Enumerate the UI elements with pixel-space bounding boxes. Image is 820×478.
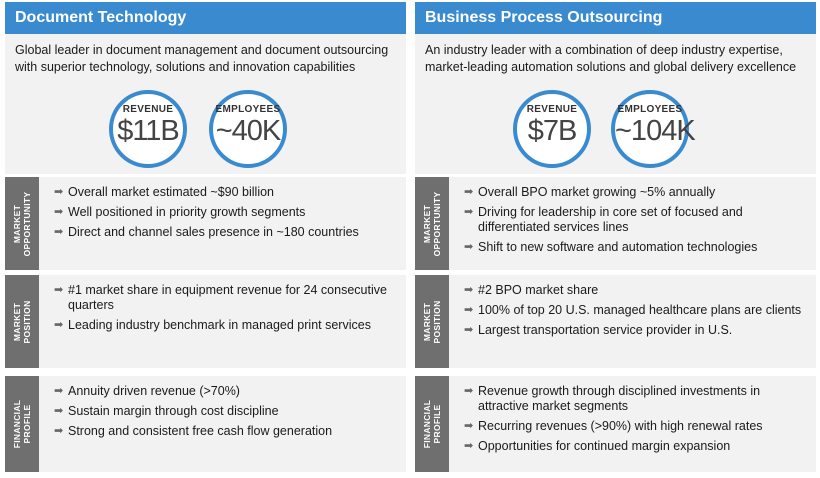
stat-value: $11B <box>117 115 180 147</box>
stat-value: $7B <box>527 115 578 147</box>
market-position-section: MARKET POSITION ➡ #2 BPO market share ➡ 100… <box>415 275 816 368</box>
list-item: ➡ Strong and consistent free cash flow ge… <box>54 424 333 438</box>
document-technology-panel: Document Technology Global leader in doc… <box>5 2 406 474</box>
employees-stat: EMPLOYEES ~104K <box>611 90 696 168</box>
list-item: ➡ Driving for leadership in core set of f… <box>464 205 743 234</box>
employees-stat: EMPLOYEES ~40K <box>209 90 287 168</box>
list-item: ➡ Sustain margin through cost discipline <box>54 404 279 418</box>
arrow-right-icon: ➡ <box>54 186 64 198</box>
section-tab: MARKET OPPORTUNITY <box>415 177 449 270</box>
arrow-right-icon: ➡ <box>54 206 64 218</box>
list-item: ➡ Opportunities for continued margin expa… <box>464 439 731 453</box>
list-item: ➡ Overall BPO market growing ~5% annually <box>464 185 716 199</box>
stat-label: EMPLOYEES <box>617 104 683 115</box>
panel-description: Global leader in document management and… <box>15 43 389 74</box>
list-item: ➡ Revenue growth through disciplined inve… <box>464 384 761 413</box>
arrow-right-icon: ➡ <box>464 304 474 316</box>
section-tab: MARKET POSITION <box>5 275 39 368</box>
arrow-right-icon: ➡ <box>464 284 474 296</box>
list-item: ➡ Recurring revenues (>90%) with high ren… <box>464 419 763 433</box>
revenue-stat: REVENUE $7B <box>513 90 591 168</box>
arrow-right-icon: ➡ <box>54 319 64 331</box>
arrow-right-icon: ➡ <box>464 324 474 336</box>
stat-label: REVENUE <box>526 104 578 115</box>
arrow-right-icon: ➡ <box>54 425 64 437</box>
market-opportunity-section: MARKET OPPORTUNITY ➡ Overall BPO market gr… <box>415 177 816 270</box>
section-tab: FINANCIAL PROFILE <box>415 376 449 472</box>
arrow-right-icon: ➡ <box>54 385 64 397</box>
list-item: ➡ Shift to new software and automation te… <box>464 240 758 254</box>
list-item: ➡ Well positioned in priority growth segm… <box>54 205 306 219</box>
financial-profile-section: FINANCIAL PROFILE ➡ Annuity driven revenue… <box>5 376 406 472</box>
list-item: ➡ Largest transportation service provider… <box>464 323 733 337</box>
panel-intro: An industry leader with a combination of… <box>415 34 816 174</box>
market-position-section: MARKET POSITION ➡ #1 market share in equip… <box>5 275 406 368</box>
arrow-right-icon: ➡ <box>464 385 474 397</box>
arrow-right-icon: ➡ <box>54 405 64 417</box>
section-tab: MARKET OPPORTUNITY <box>5 177 39 270</box>
list-item: ➡ 100% of top 20 U.S. managed healthcare … <box>464 303 802 317</box>
arrow-right-icon: ➡ <box>464 186 474 198</box>
list-item: ➡ #2 BPO market share <box>464 283 599 297</box>
stat-label: REVENUE <box>122 104 174 115</box>
stat-value: ~40K <box>215 115 282 147</box>
stat-label: EMPLOYEES <box>215 104 281 115</box>
arrow-right-icon: ➡ <box>464 420 474 432</box>
financial-profile-section: FINANCIAL PROFILE ➡ Revenue growth through… <box>415 376 816 472</box>
list-item: ➡ #1 market share in equipment revenue fo… <box>54 283 387 312</box>
panel-description: An industry leader with a combination of… <box>425 43 797 74</box>
list-item: ➡ Direct and channel sales presence in ~1… <box>54 225 359 239</box>
arrow-right-icon: ➡ <box>464 206 474 218</box>
arrow-right-icon: ➡ <box>54 284 64 296</box>
list-item: ➡ Leading industry benchmark in managed p… <box>54 318 371 332</box>
market-opportunity-section: MARKET OPPORTUNITY ➡ Overall market estima… <box>5 177 406 270</box>
business-process-outsourcing-panel: Business Process Outsourcing An industry… <box>415 2 816 474</box>
section-tab: FINANCIAL PROFILE <box>5 376 39 472</box>
panel-intro: Global leader in document management and… <box>5 34 406 174</box>
panel-title: Document Technology <box>5 2 406 34</box>
list-item: ➡ Overall market estimated ~$90 billion <box>54 185 274 199</box>
arrow-right-icon: ➡ <box>464 241 474 253</box>
stat-value: ~104K <box>615 115 696 147</box>
arrow-right-icon: ➡ <box>54 226 64 238</box>
revenue-stat: REVENUE $11B <box>109 90 187 168</box>
list-item: ➡ Annuity driven revenue (>70%) <box>54 384 240 398</box>
section-tab: MARKET POSITION <box>415 275 449 368</box>
arrow-right-icon: ➡ <box>464 440 474 452</box>
panel-title: Business Process Outsourcing <box>415 2 816 34</box>
